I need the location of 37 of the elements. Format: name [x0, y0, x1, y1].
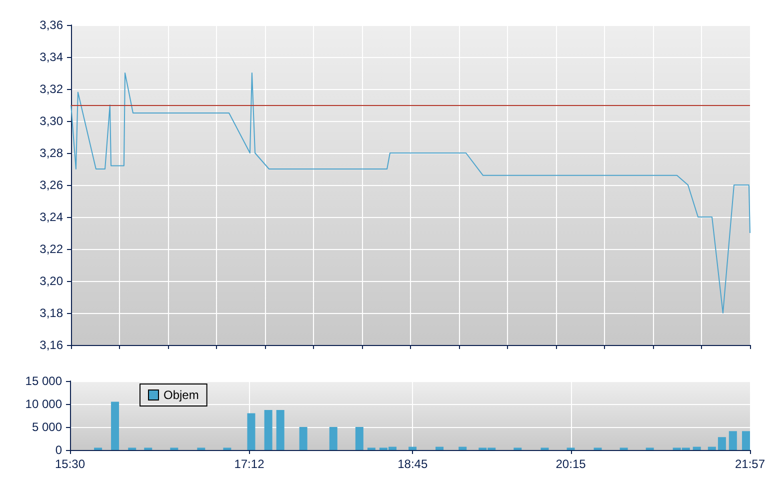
- bar: [276, 410, 284, 450]
- y-tick-label: 3,36: [40, 18, 64, 32]
- bar: [111, 402, 120, 450]
- bar: [355, 427, 364, 450]
- y-tick-label: 3,30: [40, 114, 64, 128]
- bar: [692, 446, 701, 450]
- bar: [247, 413, 256, 450]
- y-tick-label: 3,20: [40, 274, 64, 288]
- y-tick-label: 3,18: [40, 306, 64, 320]
- x-tick-label: 15:30: [54, 457, 86, 471]
- x-tick-label: 21:57: [734, 457, 766, 471]
- x-tick-label: 20:15: [556, 457, 586, 471]
- y-tick-label: 5 000: [32, 420, 62, 434]
- y-tick-label: 3,32: [40, 82, 64, 96]
- bar: [299, 427, 308, 450]
- y-tick-label: 0: [55, 443, 62, 457]
- y-tick-label: 3,24: [40, 210, 64, 224]
- bar: [264, 410, 272, 450]
- x-tick-label: 18:45: [398, 457, 428, 471]
- y-tick-label: 3,34: [40, 50, 64, 64]
- y-tick-label: 15 000: [25, 374, 62, 388]
- y-tick-label: 3,22: [40, 242, 64, 256]
- y-tick-label: 10 000: [25, 397, 62, 411]
- bar: [458, 446, 467, 450]
- bar: [718, 437, 726, 450]
- line-series: [70, 72, 750, 314]
- bar: [436, 446, 444, 450]
- bar: [329, 427, 338, 450]
- bar: [708, 446, 716, 450]
- y-tick-label: 3,28: [40, 146, 64, 160]
- legend-label: Objem: [164, 388, 199, 402]
- x-tick-label: 17:12: [234, 457, 265, 471]
- bar: [408, 446, 417, 450]
- y-tick-label: 3,16: [40, 338, 64, 352]
- y-tick-label: 3,26: [40, 178, 64, 192]
- bar: [742, 431, 750, 450]
- bar: [728, 431, 737, 450]
